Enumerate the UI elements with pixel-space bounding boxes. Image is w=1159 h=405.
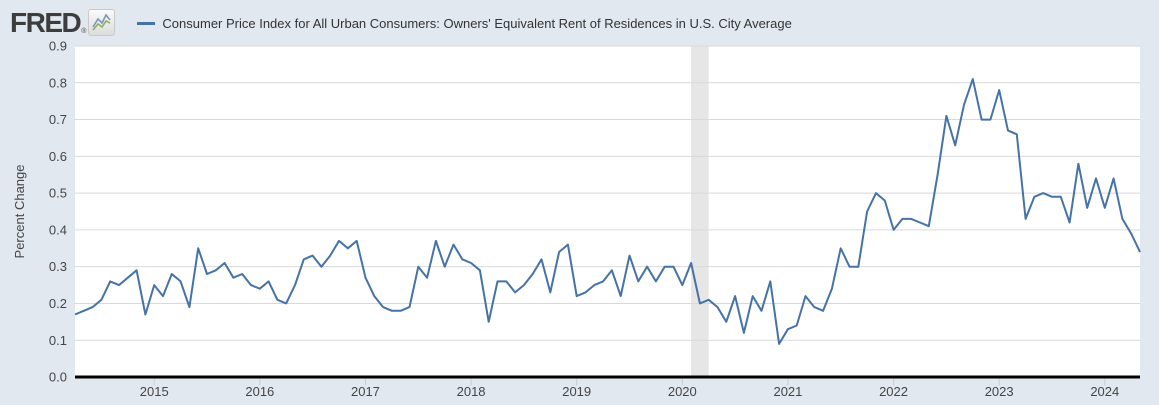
- y-tick-label: 0.6: [49, 149, 67, 164]
- fred-sparkline-icon: [88, 9, 116, 36]
- x-tick-label: 2021: [773, 384, 802, 399]
- y-tick-label: 0.1: [49, 333, 67, 348]
- legend: Consumer Price Index for All Urban Consu…: [137, 15, 792, 31]
- chart-title: Consumer Price Index for All Urban Consu…: [162, 15, 792, 31]
- y-tick-label: 0.8: [49, 75, 67, 90]
- x-tick-label: 2024: [1090, 384, 1119, 399]
- recession-band: [691, 46, 709, 377]
- chart-header: FRED ® Consumer Price Index for All Urba…: [0, 0, 1159, 46]
- y-tick-label: 0.9: [49, 39, 67, 54]
- x-tick-label: 2019: [562, 384, 591, 399]
- fred-logo: FRED ®: [10, 7, 116, 38]
- y-axis-title: Percent Change: [12, 165, 27, 259]
- x-tick-label: 2016: [245, 384, 274, 399]
- x-tick-label: 2018: [457, 384, 486, 399]
- x-tick-label: 2015: [140, 384, 169, 399]
- x-tick-label: 2022: [879, 384, 908, 399]
- x-tick-label: 2023: [985, 384, 1014, 399]
- series-line: [74, 78, 1141, 345]
- y-tick-label: 0.5: [49, 186, 67, 201]
- y-tick-label: 0.7: [49, 112, 67, 127]
- registered-trademark: ®: [81, 28, 87, 35]
- x-tick-label: 2020: [668, 384, 697, 399]
- series-legend-marker: [137, 21, 156, 25]
- y-tick-label: 0.2: [49, 296, 67, 311]
- y-tick-label: 0.0: [49, 370, 67, 385]
- plot-area: [75, 46, 1140, 377]
- fred-wordmark: FRED: [10, 7, 82, 38]
- y-tick-label: 0.3: [49, 259, 67, 274]
- x-tick-label: 2017: [351, 384, 380, 399]
- y-tick-label: 0.4: [49, 222, 67, 237]
